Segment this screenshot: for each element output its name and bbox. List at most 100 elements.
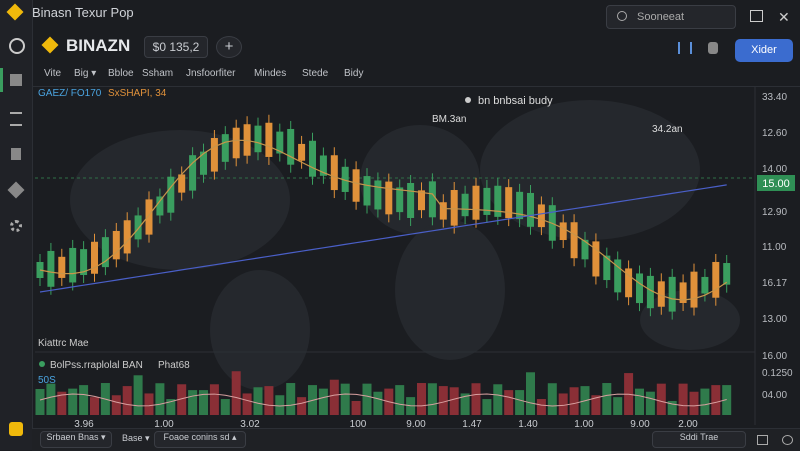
volume-bar	[111, 395, 121, 415]
volume-bar	[471, 383, 481, 415]
search-box[interactable]: Sooneeat	[606, 5, 736, 29]
volume-bar	[711, 385, 721, 415]
volume-bar	[395, 385, 405, 415]
annotation: BM.3an	[432, 114, 466, 125]
legend: 50S	[38, 375, 56, 386]
candle-body	[559, 222, 567, 241]
candle-body	[91, 241, 98, 274]
volume-bar	[547, 383, 557, 415]
candle-body	[145, 199, 153, 235]
tab[interactable]: Bbloe	[108, 68, 134, 79]
candle-body	[309, 140, 316, 177]
primary-button[interactable]: Xider	[735, 39, 793, 62]
candle-body	[472, 185, 480, 220]
footer-select[interactable]: Base ▾	[122, 433, 150, 443]
tab[interactable]: Big ▾	[74, 68, 97, 79]
candle-body	[330, 155, 338, 191]
time-axis-label: 1.00	[574, 419, 594, 430]
volume-bar	[264, 386, 274, 415]
bottom-icon[interactable]	[9, 422, 23, 436]
candle-body	[265, 122, 273, 157]
sma-label: SxSHAPI, 34	[108, 88, 167, 99]
tab[interactable]: Mindes	[254, 68, 287, 79]
candle-body	[537, 204, 545, 228]
hand-icon[interactable]	[708, 42, 718, 54]
window-button[interactable]	[750, 10, 763, 22]
volume-bar	[613, 397, 623, 415]
candle-body	[363, 176, 371, 206]
volume-bar	[253, 387, 263, 415]
tab[interactable]: Bidy	[344, 68, 364, 79]
footer-button[interactable]: Sddi Trae	[652, 431, 746, 448]
candle-body	[396, 187, 404, 213]
current-price-tag	[757, 175, 795, 191]
candle-body	[723, 263, 731, 285]
footer-select[interactable]: Foaoe conins sd ▴	[154, 431, 246, 448]
candle-body	[167, 176, 175, 213]
nav-icon[interactable]	[10, 74, 22, 86]
footer-select[interactable]: Srbaen Bnas ▾	[40, 431, 112, 448]
toolbar	[32, 62, 800, 87]
volume-bar	[362, 383, 372, 415]
tab[interactable]: Vite	[44, 68, 62, 79]
candle-body	[374, 180, 382, 210]
nav-active	[0, 68, 3, 92]
candle-body	[80, 249, 88, 276]
legend: BolPss.rraplolal BAN	[50, 360, 143, 371]
nav-icon[interactable]	[10, 112, 22, 126]
tab[interactable]: Stede	[302, 68, 329, 79]
volume-bar	[57, 391, 67, 415]
volume-bar	[318, 388, 328, 415]
candle-body	[123, 220, 131, 254]
volume-bar	[373, 391, 383, 415]
candle-body	[112, 230, 120, 260]
pair-label: GAEZ/ FO170	[38, 88, 102, 99]
footer-icon[interactable]	[757, 435, 768, 445]
volume-bar	[209, 384, 219, 415]
close-button[interactable]: ✕	[778, 9, 790, 25]
price-axis-label: 14.00	[762, 164, 787, 175]
price-axis-label: 13.00	[762, 314, 787, 325]
candle-body	[319, 155, 327, 176]
candle-body	[581, 239, 589, 260]
chart-icon[interactable]	[678, 42, 692, 54]
volume-bar	[188, 390, 198, 415]
candle-body	[178, 174, 186, 193]
footer-icon[interactable]	[782, 435, 793, 445]
nav-icon[interactable]	[11, 148, 21, 160]
nav-icon[interactable]	[9, 38, 25, 54]
search-placeholder: Sooneeat	[637, 11, 685, 23]
tab[interactable]: Jnsfoorfiter	[186, 68, 236, 79]
volume-bar	[220, 399, 230, 415]
volume-bar	[242, 393, 252, 415]
price-axis-label: 12.60	[762, 128, 787, 139]
volume-bar	[493, 384, 503, 415]
time-axis-label: 3.02	[240, 419, 260, 430]
volume-bar	[504, 390, 514, 415]
sidebar	[0, 0, 33, 450]
ma-line	[39, 139, 728, 301]
volume-bar	[635, 388, 644, 415]
candle-body	[592, 241, 600, 277]
volume-bar	[645, 391, 655, 415]
tab[interactable]: Ssham	[142, 68, 174, 79]
logo: BINAZN	[66, 36, 131, 55]
volume-bar	[155, 383, 165, 415]
volume-bar	[166, 399, 176, 415]
price-box[interactable]: $0 135,2	[144, 36, 208, 58]
volume-bar	[558, 393, 568, 415]
candle-body	[679, 282, 687, 303]
candle-body	[494, 185, 502, 217]
nav-icon[interactable]	[10, 220, 22, 232]
annotation: bn bnbsai budy	[478, 95, 553, 107]
volume-bar	[689, 391, 699, 415]
volume-bar	[449, 387, 459, 415]
candle-body	[418, 190, 425, 211]
world-map	[70, 100, 740, 390]
candle-body	[101, 237, 109, 268]
volume-bar	[46, 383, 56, 415]
candle-body	[461, 193, 469, 217]
add-button[interactable]: +	[216, 36, 242, 58]
